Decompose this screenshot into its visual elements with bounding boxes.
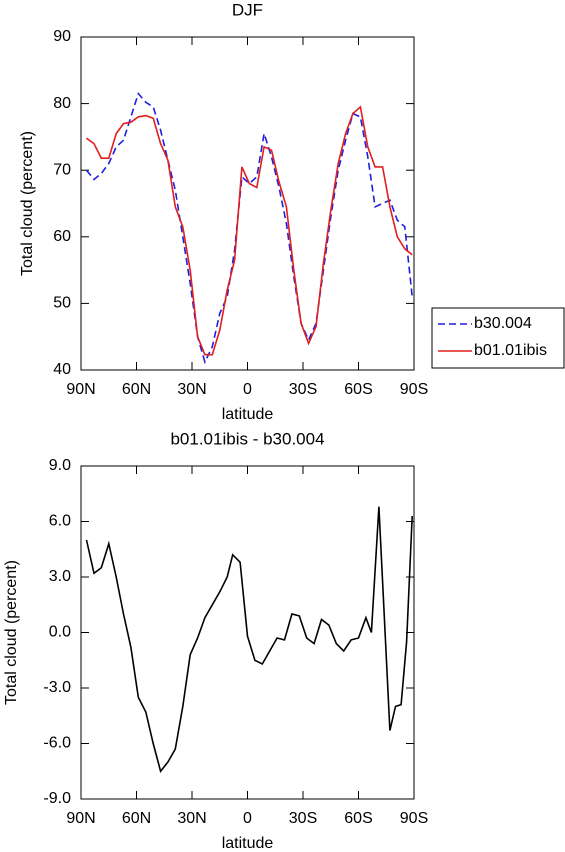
y-tick-label: -9.0 [43,790,71,807]
x-tick-label: 60N [122,381,151,398]
y-tick-label: 50 [53,295,71,312]
x-tick-label: 30N [177,381,206,398]
y-tick-label: 6.0 [49,513,71,530]
y-tick-label: 9.0 [49,457,71,474]
x-tick-label: 0 [243,381,252,398]
x-tick-label: 90S [400,381,428,398]
x-tick-label: 90N [66,381,95,398]
legend-box [431,307,565,369]
x-tick-label: 30S [289,810,317,827]
x-tick-label: 30S [289,381,317,398]
y-tick-label: 40 [53,361,71,378]
data-line [85,506,413,774]
y-axis-label: Total cloud (percent) [19,131,36,276]
y-tick-label: 80 [53,95,71,112]
y-tick-label: -3.0 [43,679,71,696]
data-line [85,91,413,365]
y-tick-label: 90 [53,28,71,45]
chart-title: b01.01ibis - b30.004 [170,429,324,448]
y-tick-label: 0.0 [49,624,71,641]
y-tick-label: 70 [53,161,71,178]
legend-label: b30.004 [474,315,532,332]
legend-label: b01.01ibis [474,342,547,359]
chart-title: DJF [232,0,263,19]
x-tick-label: 60N [122,810,151,827]
x-tick-label: 30N [177,810,206,827]
data-line [86,105,413,356]
x-tick-label: 90S [400,810,428,827]
x-axis-label: latitude [222,835,274,852]
x-tick-label: 90N [66,810,95,827]
y-axis-label: Total cloud (percent) [3,560,20,705]
x-tick-label: 60S [344,810,372,827]
y-tick-label: -6.0 [43,735,71,752]
x-tick-label: 60S [344,381,372,398]
y-tick-label: 60 [53,228,71,245]
plot-frame [80,36,415,371]
x-axis-label: latitude [222,406,274,423]
x-tick-label: 0 [243,810,252,827]
y-tick-label: 3.0 [49,568,71,585]
